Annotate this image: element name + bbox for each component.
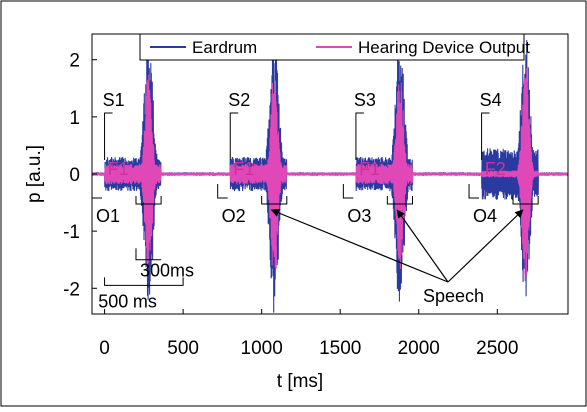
onset-label: O1 bbox=[96, 206, 120, 226]
annotations: S1 S2 S3 S4 F1 F1 F1 F2 O1 O2 O3 O4 300ms 500 ms Speech bbox=[91, 90, 539, 311]
speech-arrow bbox=[270, 208, 449, 283]
x-tick-label: 2000 bbox=[398, 338, 440, 359]
onset-label: O4 bbox=[473, 206, 497, 226]
legend: Eardrum Hearing Device Output bbox=[139, 33, 530, 61]
y-tick-label: 0 bbox=[69, 165, 80, 186]
x-tick-label: 1000 bbox=[241, 338, 283, 359]
duration-500ms-bracket bbox=[104, 277, 184, 286]
waveforms bbox=[91, 37, 569, 313]
speech-arrow bbox=[447, 209, 524, 283]
speech-bracket bbox=[386, 196, 413, 205]
filter-label: F2 bbox=[485, 159, 506, 179]
duration-ms-label: ms bbox=[133, 291, 157, 311]
x-tick-label: 500 bbox=[167, 338, 199, 359]
filter-label: F1 bbox=[108, 159, 129, 179]
duration-300ms-bracket bbox=[135, 248, 162, 261]
filter-label: F1 bbox=[359, 159, 380, 179]
onset-bracket bbox=[217, 184, 228, 199]
x-tick-label: 1500 bbox=[319, 338, 361, 359]
stimulus-label: S3 bbox=[354, 90, 376, 110]
speech-bracket bbox=[135, 196, 162, 205]
onset-bracket bbox=[468, 184, 480, 199]
stimulus-bracket bbox=[229, 112, 239, 160]
onset-bracket bbox=[91, 184, 102, 199]
speech-arrow bbox=[396, 209, 449, 283]
speech-bracket bbox=[512, 196, 539, 205]
stimulus-label: S4 bbox=[480, 90, 502, 110]
duration-500-label: 500 bbox=[98, 291, 128, 311]
legend-entry: Eardrum bbox=[192, 38, 257, 57]
speech-label: Speech bbox=[423, 286, 484, 306]
onset-label: O2 bbox=[222, 206, 246, 226]
stimulus-bracket bbox=[355, 112, 364, 160]
x-axis-label: t [ms] bbox=[277, 371, 323, 392]
y-axis-label: p [a.u.] bbox=[24, 145, 45, 203]
stimulus-bracket bbox=[481, 112, 490, 160]
duration-300ms-label: 300ms bbox=[140, 261, 194, 281]
y-tick-label: -2 bbox=[63, 279, 80, 300]
axes: 0 500 1000 1500 2000 2500 -2 -1 0 1 2 t [ms] p [a.u.… bbox=[24, 33, 569, 392]
x-tick-label: 2500 bbox=[476, 338, 518, 359]
y-tick-label: 1 bbox=[69, 108, 80, 129]
stimulus-bracket bbox=[104, 112, 113, 160]
y-tick-label: 2 bbox=[69, 51, 80, 72]
y-tick-label: -1 bbox=[63, 222, 80, 243]
speech-bracket bbox=[261, 196, 288, 205]
onset-label: O3 bbox=[347, 206, 371, 226]
onset-bracket bbox=[342, 184, 354, 199]
stimulus-label: S2 bbox=[228, 90, 250, 110]
filter-label: F1 bbox=[233, 159, 254, 179]
stimulus-label: S1 bbox=[103, 90, 125, 110]
legend-entry: Hearing Device Output bbox=[358, 38, 530, 57]
series-hearing-device-output-line bbox=[91, 68, 569, 282]
x-tick-label: 0 bbox=[99, 338, 110, 359]
